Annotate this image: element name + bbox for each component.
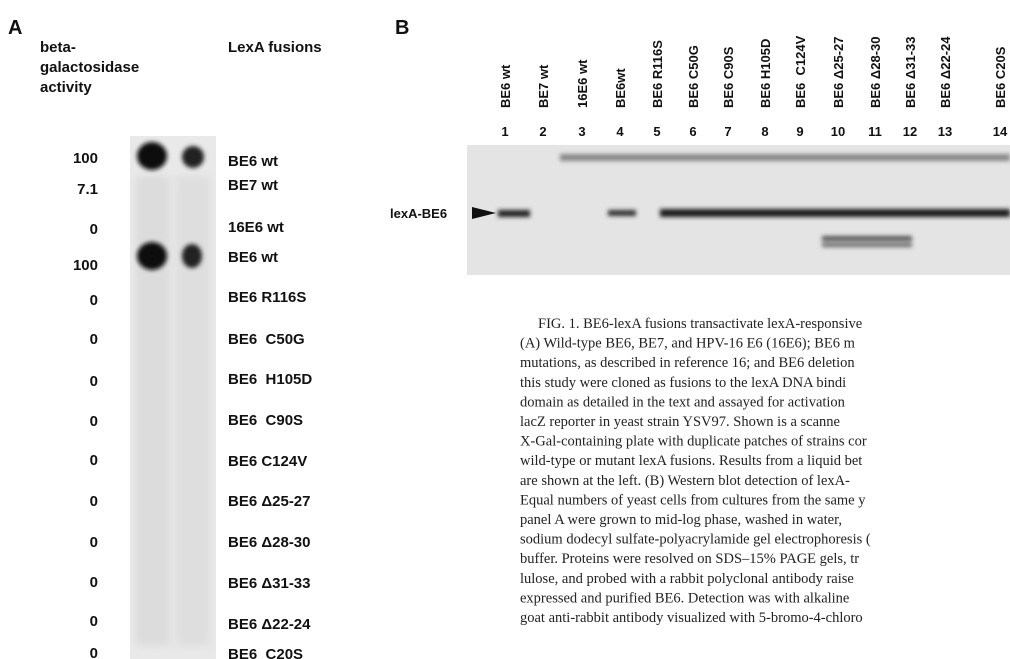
caption-line: are shown at the left. (B) Western blot … [520,473,850,489]
caption-line: lacZ reporter in yeast strain YSV97. Sho… [520,414,840,430]
lane-number: 11 [868,124,882,139]
column-header: activity [40,79,92,96]
lane-label: BE6 C50G [686,45,701,108]
band [822,236,912,241]
fusion-label: BE6 wt [228,153,278,170]
fusion-label: BE6 Δ31-33 [228,575,311,592]
activity-value: 0 [90,574,98,591]
fusion-label: BE7 wt [228,177,278,194]
panel-label: B [395,17,409,39]
activity-value: 0 [90,413,98,430]
fusion-label: BE6 Δ25-27 [228,493,311,510]
fusion-label: 16E6 wt [228,219,284,236]
fusion-label: BE6 H105D [228,371,312,388]
lane-number: 6 [689,124,696,139]
lane-label: BE7 wt [536,64,551,108]
caption-line: X-Gal-containing plate with duplicate pa… [520,434,867,450]
activity-value: 0 [90,373,98,390]
caption-line: expressed and purified BE6. Detection wa… [520,590,849,606]
fusion-label: BE6 C20S [228,646,303,659]
activity-value: 0 [90,292,98,309]
activity-value: 7.1 [77,181,98,198]
lane-label: BE6 C90S [721,46,736,108]
panel-label: A [8,17,22,39]
caption-line: (A) Wild-type BE6, BE7, and HPV-16 E6 (1… [520,336,856,352]
fusion-label: BE6 Δ22-24 [228,616,311,633]
caption-line: lulose, and probed with a rabbit polyclo… [520,571,854,587]
lane-label: BE6 Δ22-24 [938,36,953,108]
spot [182,146,204,168]
fusion-label: BE6 C124V [228,453,307,470]
fusion-label: BE6 R116S [228,289,306,306]
activity-value: 100 [73,257,98,274]
activity-value: 0 [90,613,98,630]
band [660,209,1010,217]
lane-label: BE6 Δ28-30 [868,37,883,109]
lane-number: 7 [724,124,731,139]
column-header: beta- [40,39,76,56]
caption-line: goat anti-rabbit antibody visualized wit… [520,610,863,626]
spot [137,142,167,170]
column-header: LexA fusions [228,39,322,56]
fusion-label: BE6 C90S [228,412,303,429]
lane-number: 1 [501,124,508,139]
fusion-label: BE6 wt [228,249,278,266]
caption-line: domain as detailed in the text and assay… [520,394,846,410]
column-header: galactosidase [40,59,139,76]
lane-label: BE6wt [613,68,628,108]
caption-line: FIG. 1. BE6-lexA fusions transactivate l… [538,316,862,332]
caption-line: mutations, as described in reference 16;… [520,355,855,371]
lane-number: 10 [831,124,845,139]
lane-number: 9 [796,124,803,139]
activity-value: 0 [90,493,98,510]
lane-number: 8 [761,124,768,139]
caption-line: wild-type or mutant lexA fusions. Result… [520,453,862,469]
lane-label: 16E6 wt [575,59,590,108]
lane-label: BE6 R116S [650,40,665,108]
lane-label: BE6 wt [498,64,513,108]
caption-line: panel A were grown to mid-log phase, was… [520,512,842,528]
lane-label: BE6 Δ25-27 [831,37,846,109]
activity-value: 0 [90,452,98,469]
lane-number: 3 [578,124,585,139]
figure: A B LexA fusions lexA-BE6 beta-galactosi… [0,0,1010,659]
band [498,210,530,217]
caption-line: buffer. Proteins were resolved on SDS–15… [520,551,859,567]
caption-line: sodium dodecyl sulfate-polyacrylamide ge… [520,532,871,548]
fusion-label: BE6 Δ28-30 [228,534,311,551]
activity-value: 0 [90,645,98,659]
lane-number: 13 [938,124,952,139]
lane-number: 5 [653,124,660,139]
fusion-label: BE6 C50G [228,331,305,348]
activity-value: 0 [90,331,98,348]
spot [182,244,202,268]
lane-label: BE6 H105D [758,39,773,108]
lane-number: 4 [616,124,624,139]
lane-number: 2 [539,124,546,139]
figure-page: A B LexA fusions lexA-BE6 beta-galactosi… [0,0,1010,659]
activity-value: 100 [73,150,98,167]
caption-line: Equal numbers of yeast cells from cultur… [520,492,866,508]
band-label: lexA-BE6 [390,206,447,221]
lane-number: 12 [903,124,917,139]
lane-label: BE6 Δ31-33 [903,37,918,109]
lane-number: 14 [993,124,1008,139]
lane-label: BE6 C124V [793,35,808,108]
band [560,154,1010,161]
spot [137,242,167,270]
activity-value: 0 [90,534,98,551]
lane-label: BE6 C20S [993,46,1008,108]
band [822,243,912,247]
activity-value: 0 [90,221,98,238]
band [608,210,636,216]
caption-line: this study were cloned as fusions to the… [520,375,846,391]
